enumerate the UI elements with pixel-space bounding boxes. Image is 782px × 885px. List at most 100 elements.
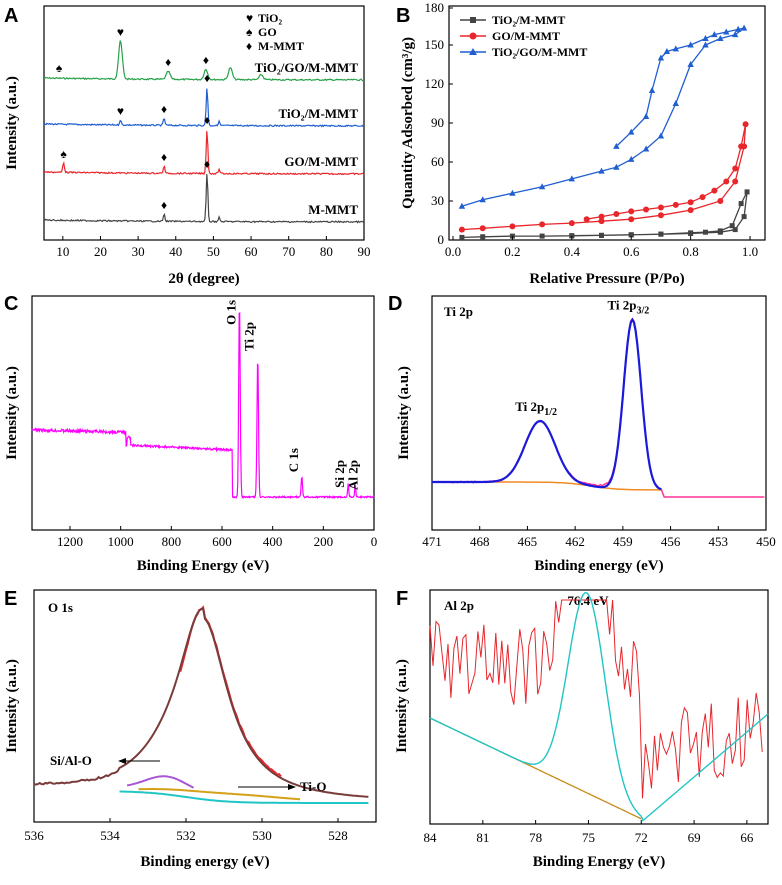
panel-a-series: ♥♦ ♦♠ TiO₂/GO/M-MMT♥ ♦♦TiO₂/M-MMT♠ ♦♦GO/M-MM…: [43, 25, 365, 224]
data-point: [741, 214, 747, 220]
peak-label-sub: 1/2: [544, 407, 557, 418]
x-tick-label: 0.0: [445, 244, 461, 259]
panel-letter-e: E: [4, 588, 17, 610]
data-point: [744, 189, 750, 195]
x-tick-label: 1000: [108, 534, 134, 549]
legend-label: TiO₂/GO/M-MMT: [492, 45, 587, 59]
data-point: [613, 142, 620, 149]
peak-label: Ti 2p: [242, 322, 257, 351]
data-point: [648, 87, 656, 93]
data-point: [711, 187, 718, 194]
data-point: [711, 31, 718, 38]
data-point: [717, 228, 723, 234]
x-tick-label: 453: [709, 534, 729, 549]
data-point: [688, 230, 694, 236]
data-point: [479, 196, 486, 203]
y-tick-label: 60: [431, 154, 444, 169]
panel-a-x-ticks: 10 20 30 40 50 60 70 80 90: [56, 236, 371, 259]
series-line: [43, 88, 365, 128]
data-point: [509, 189, 516, 196]
y-tick-label: 0: [438, 232, 445, 247]
background-line: [432, 481, 661, 491]
y-tick-label: 180: [425, 0, 445, 15]
annotation-label: Si/Al-O: [50, 753, 92, 768]
peak-label-main: Ti 2p: [607, 298, 636, 313]
data-point: [732, 165, 739, 172]
data-point: [742, 121, 749, 128]
x-tick-label: 30: [132, 244, 145, 259]
x-tick-label: 800: [162, 534, 182, 549]
peak-marker: ♦: [165, 55, 171, 69]
data-point: [687, 207, 694, 214]
ti-o-line: [138, 788, 301, 801]
legend-symbol: ♦: [246, 39, 252, 53]
survey-line: [31, 311, 375, 500]
data-point: [583, 216, 590, 223]
data-point: [628, 128, 635, 135]
data-point: [723, 178, 730, 185]
x-tick-label: 1200: [57, 534, 83, 549]
panel-f-frame: [429, 589, 769, 825]
y-tick-label: 150: [425, 37, 445, 52]
data-point: [672, 100, 679, 106]
panel-e-title: O 1s: [48, 600, 73, 615]
annotation-label: Ti-O: [300, 779, 327, 794]
data-point: [569, 233, 575, 239]
data-point: [598, 167, 605, 174]
peak-marker: ♦: [204, 113, 210, 127]
panel-letter-b: B: [396, 5, 410, 27]
peak-label: Ti 2p1/2: [515, 399, 557, 418]
x-tick-label: 1.0: [742, 244, 758, 259]
data-point: [738, 201, 744, 207]
data-point: [613, 163, 620, 170]
data-point: [642, 145, 650, 152]
x-tick-label: 0.8: [683, 244, 699, 259]
panel-d-ylabel: Intensity (a.u.): [396, 366, 412, 460]
peak-marker: ♥: [117, 25, 124, 39]
data-point: [642, 113, 650, 119]
x-tick-label: 600: [212, 534, 232, 549]
peak-label: O 1s: [223, 300, 238, 325]
panel-c-x-ticks: 1200 1000 800 600 400 200 0: [57, 526, 377, 549]
peak-marker: ♦: [161, 150, 167, 164]
peak-marker: ♦: [204, 157, 210, 171]
background-line: [119, 790, 369, 804]
data-point: [599, 232, 605, 238]
data-point: [657, 54, 665, 61]
data-point: [734, 25, 742, 32]
x-tick-label: 78: [529, 830, 542, 845]
annotation-arrowhead: [118, 758, 126, 764]
peak-label: Ti 2p3/2: [607, 298, 649, 317]
panel-a-xrd: ♥ TiO₂♠ GO♦ M-MMT ♥♦ ♦♠ TiO₂/GO/M-MMT♥ ♦♦TiO₂/…: [4, 5, 371, 287]
series-line: [461, 124, 747, 231]
data-point: [740, 24, 748, 31]
data-point: [657, 204, 664, 211]
panel-c-xlabel: Binding Energy (eV): [137, 558, 270, 574]
x-tick-label: 450: [756, 534, 776, 549]
x-tick-label: 60: [245, 244, 258, 259]
data-point: [702, 229, 708, 235]
panel-e-frame: [33, 589, 377, 823]
x-tick-label: 0: [371, 534, 378, 549]
panel-a-ylabel: Intensity (a.u.): [4, 76, 20, 170]
panel-f-xlabel: Binding Energy (eV): [533, 854, 666, 870]
data-point: [717, 198, 724, 204]
panel-d-series: [431, 317, 765, 498]
data-point: [732, 227, 738, 233]
data-point: [658, 231, 664, 237]
envelope-line: [33, 607, 369, 798]
data-point: [628, 155, 635, 162]
series-label: GO/M-MMT: [284, 154, 358, 169]
data-point: [729, 223, 735, 229]
data-point: [613, 211, 620, 217]
panel-d-xlabel: Binding energy (eV): [534, 558, 663, 574]
panel-f-al2p: Al 2p 76.4 eV 84 81 78 75 72 69 66 Binding Ene…: [394, 589, 769, 870]
x-tick-label: 20: [94, 244, 107, 259]
x-tick-label: 456: [661, 534, 681, 549]
panel-letter-c: C: [4, 293, 18, 315]
x-tick-label: 72: [635, 830, 648, 845]
panel-e-ylabel: Intensity (a.u.): [4, 659, 20, 753]
legend-symbol: ♥: [246, 11, 253, 25]
series-label: M-MMT: [308, 202, 358, 217]
